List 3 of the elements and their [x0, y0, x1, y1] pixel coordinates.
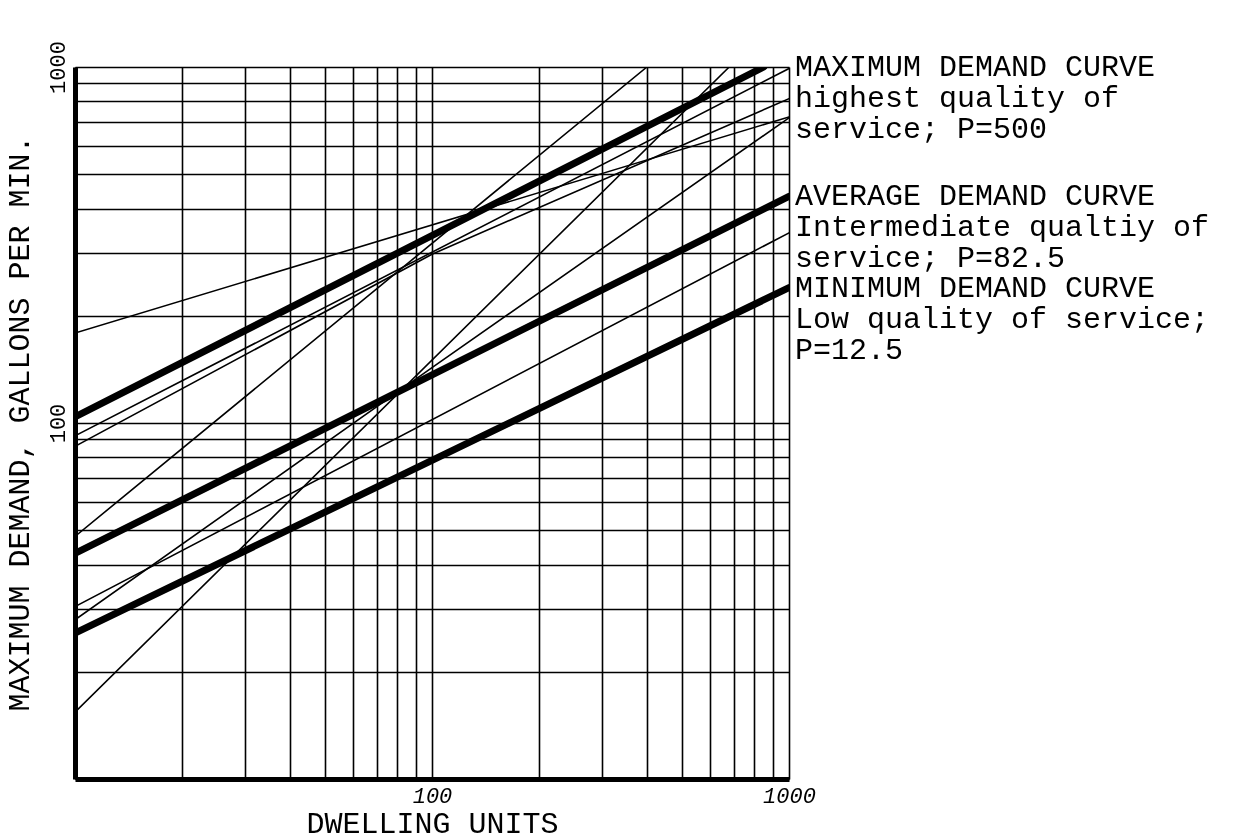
series-label: MAXIMUM DEMAND CURVE highest quality of service; P=500 [795, 51, 1156, 147]
x-axis-title: DWELLING UNITS [306, 807, 559, 838]
y-axis-title: MAXIMUM DEMAND, GALLONS PER MIN. [3, 135, 38, 712]
